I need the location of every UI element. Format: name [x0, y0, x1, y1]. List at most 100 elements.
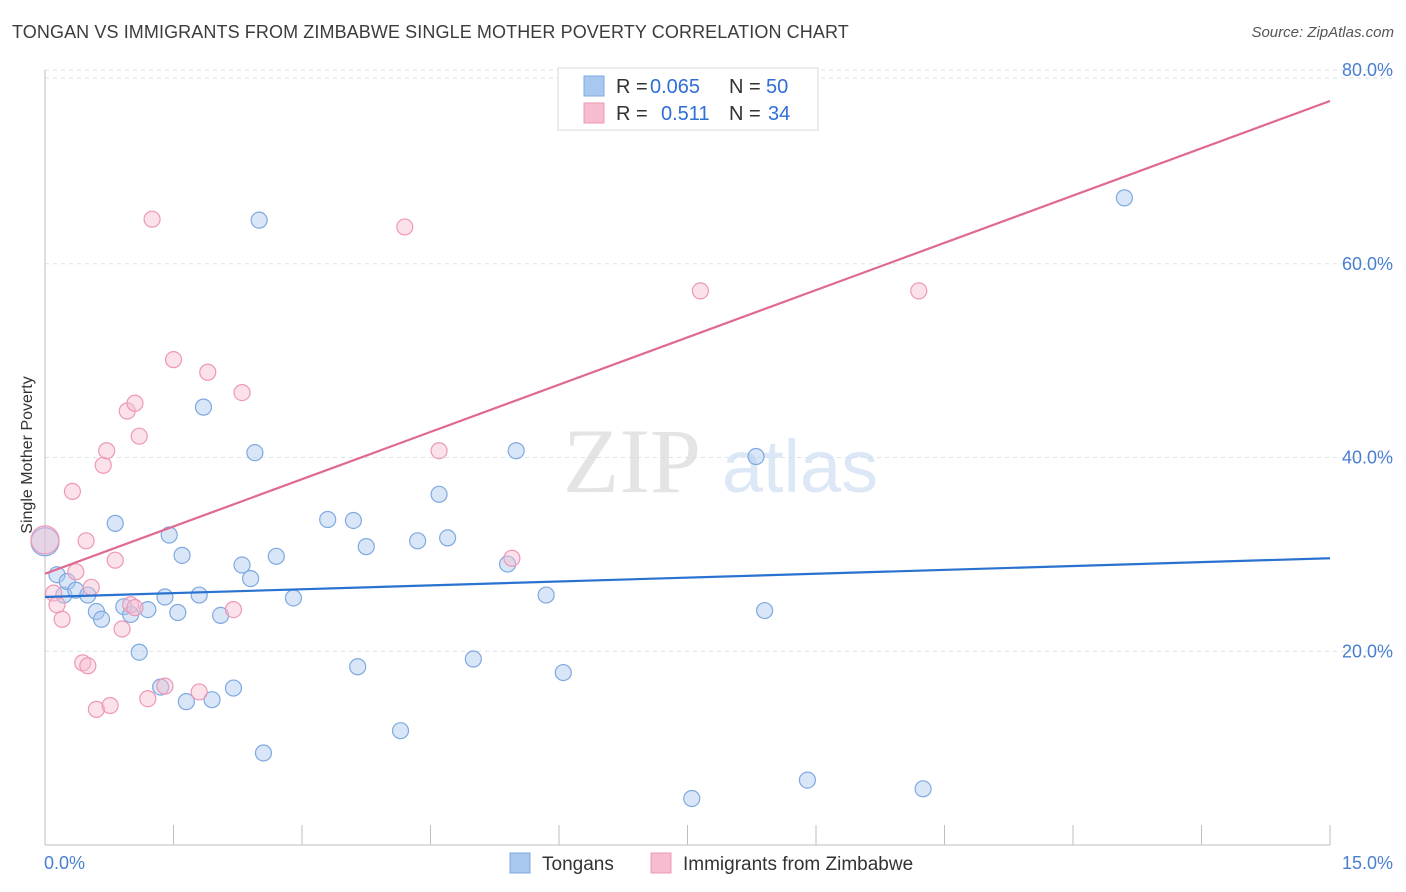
tongans-point — [537, 586, 555, 604]
bottom-legend-label-tongans: Tongans — [542, 854, 614, 875]
y-tick-label: 20.0% — [1342, 641, 1393, 661]
tick-labels: 20.0% 40.0% 60.0% 80.0% 0.0% 15.0% — [44, 60, 1393, 873]
zimbabwe-point — [82, 578, 100, 596]
zimbabwe-point — [396, 218, 414, 236]
tongans-point — [554, 663, 572, 682]
zimbabwe-point — [910, 282, 928, 300]
zimbabwe-point — [30, 525, 60, 555]
zimbabwe-point — [94, 456, 112, 474]
chart-title: TONGAN VS IMMIGRANTS FROM ZIMBABWE SINGL… — [12, 22, 849, 42]
zimbabwe-point — [67, 563, 85, 581]
tongans-point — [169, 603, 187, 622]
zimbabwe-point — [77, 532, 95, 550]
zimbabwe-point — [143, 210, 161, 228]
tongans-point — [130, 643, 148, 661]
zimbabwe-point — [691, 282, 709, 300]
zimbabwe-point — [126, 599, 144, 617]
tongans-point — [798, 771, 817, 789]
legend-swatch-tongans — [583, 75, 605, 97]
tongans-point — [224, 679, 243, 697]
tongans-point — [747, 447, 765, 466]
zimbabwe-trend-line — [44, 99, 1331, 575]
tongans-point — [357, 538, 375, 556]
legend-n-label-2: N = — [729, 103, 761, 125]
legend-r-value-1: 0.065 — [650, 76, 700, 98]
bottom-legend: Tongans Immigrants from Zimbabwe — [509, 852, 913, 875]
trend-lines — [44, 99, 1331, 599]
zimbabwe-point — [98, 442, 116, 460]
y-tick-label: 60.0% — [1342, 254, 1393, 274]
axes — [44, 70, 1331, 846]
y-axis-label: Single Mother Poverty — [19, 376, 36, 533]
zimbabwe-point — [126, 394, 144, 412]
zimbabwe-point — [79, 657, 97, 675]
zimbabwe-point — [106, 551, 124, 569]
tongans-point — [914, 780, 932, 798]
tongans-point — [173, 546, 191, 564]
tongans-point — [177, 693, 195, 711]
zimbabwe-point — [74, 654, 92, 672]
tongans-point — [464, 650, 482, 668]
tongans-point — [349, 658, 367, 676]
tongans-point — [755, 601, 774, 620]
series-tongans-points — [30, 189, 1134, 808]
zimbabwe-point — [139, 690, 157, 708]
chart-source: Source: ZipAtlas.com — [1251, 24, 1394, 41]
tongans-trend-line — [44, 557, 1331, 599]
watermark-zip: ZIP — [563, 410, 701, 512]
zimbabwe-point — [113, 620, 131, 638]
legend-swatch-zimbabwe — [583, 102, 605, 124]
zimbabwe-point — [164, 351, 183, 369]
tongans-point — [190, 586, 208, 604]
watermark-atlas: atlas — [722, 425, 878, 508]
legend-r-label-2: R = — [616, 103, 648, 125]
tongans-point — [139, 600, 157, 619]
tongans-point — [439, 529, 457, 547]
tongans-point — [254, 744, 273, 762]
zimbabwe-point — [199, 363, 217, 381]
zimbabwe-point — [430, 442, 448, 460]
y-tick-label: 40.0% — [1342, 448, 1393, 468]
zimbabwe-point — [190, 683, 208, 701]
tongans-point — [284, 589, 303, 607]
bottom-legend-swatch-tongans — [509, 852, 531, 874]
tongans-point — [683, 789, 701, 808]
legend-n-value-1: 50 — [766, 76, 788, 98]
zimbabwe-point — [48, 596, 66, 614]
zimbabwe-point — [87, 700, 106, 718]
tongans-point — [92, 610, 111, 628]
zimbabwe-point — [101, 696, 119, 715]
legend-n-label-1: N = — [729, 76, 761, 98]
tongans-point — [156, 588, 174, 606]
legend-r-value-2: 0.511 — [661, 103, 710, 125]
legend-r-label-1: R = — [616, 76, 648, 98]
tongans-point — [250, 211, 268, 229]
tongans-point — [246, 444, 264, 462]
tongans-point — [344, 511, 362, 530]
tongans-point — [1115, 189, 1134, 207]
legend-box: R = 0.065 N = 50 R = 0.511 N = 34 — [557, 67, 819, 131]
tongans-point — [507, 442, 525, 460]
zimbabwe-point — [233, 383, 251, 402]
bottom-legend-swatch-zimbabwe — [650, 852, 672, 874]
tongans-point — [106, 514, 124, 532]
tongans-point — [242, 569, 260, 588]
y-tick-label: 80.0% — [1342, 60, 1393, 80]
tongans-point — [409, 532, 427, 550]
x-tick-label: 0.0% — [44, 853, 85, 873]
zimbabwe-point — [224, 600, 243, 619]
tongans-point — [391, 722, 410, 740]
tongans-point — [319, 510, 337, 529]
zimbabwe-point — [63, 482, 82, 501]
zimbabwe-point — [53, 610, 71, 628]
x-tick-label: 15.0% — [1342, 853, 1393, 873]
tongans-point — [194, 398, 213, 416]
series-zimbabwe-points — [30, 210, 928, 718]
legend-n-value-2: 34 — [768, 103, 790, 125]
zimbabwe-point — [503, 549, 521, 567]
tongans-point — [267, 547, 285, 565]
tongans-point — [233, 556, 251, 574]
zimbabwe-point — [156, 677, 174, 695]
tongans-point — [430, 485, 448, 503]
